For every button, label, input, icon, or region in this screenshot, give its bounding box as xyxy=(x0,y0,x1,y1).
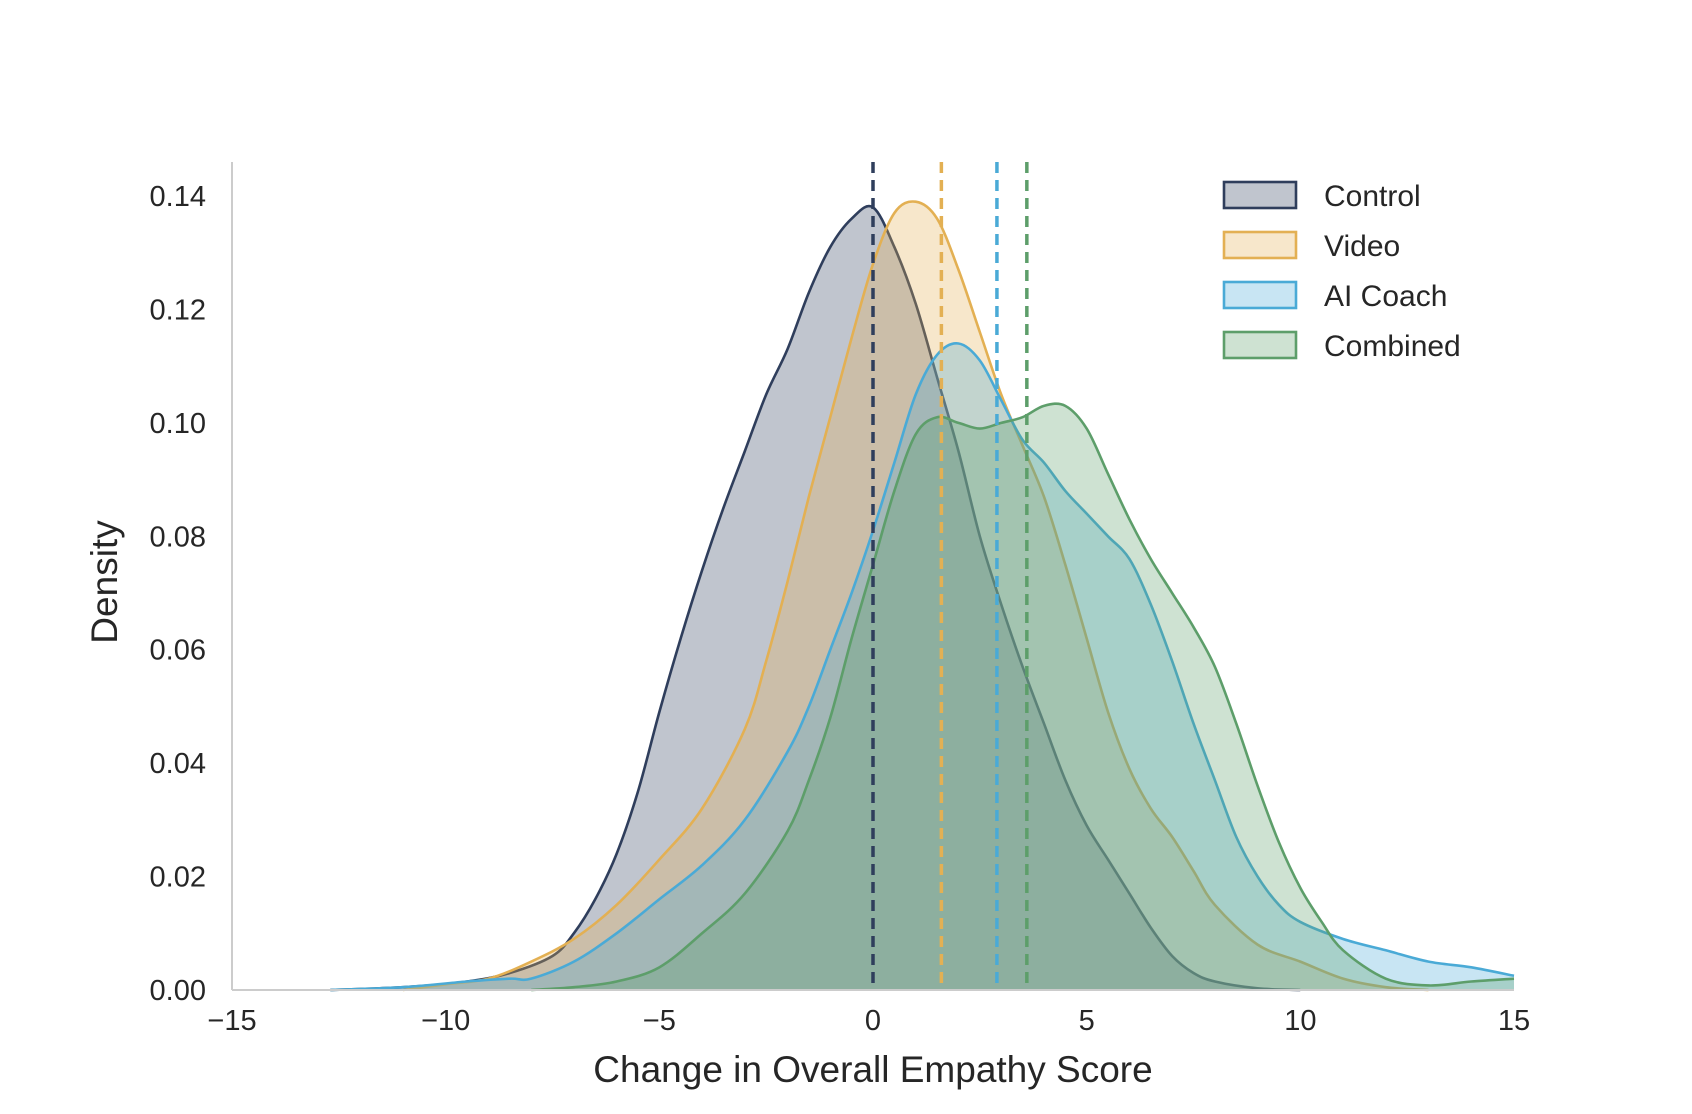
legend: Control Video AI Coach Combined xyxy=(1222,180,1461,363)
density-area-control xyxy=(330,206,1301,991)
density-line-ai-coach xyxy=(330,342,1515,992)
axes: −15 −10 −5 0 5 10 15 0.00 0.02 0.04 0.06 0.08 0.10 0.… xyxy=(150,162,1530,1037)
y-tick-label: 0.08 xyxy=(150,521,206,553)
legend-swatch-ai-coach xyxy=(1222,280,1298,310)
legend-swatch-combined xyxy=(1222,330,1298,360)
y-tick-label: 0.06 xyxy=(150,635,206,667)
legend-swatch-video xyxy=(1222,230,1298,260)
x-tick-label: −5 xyxy=(643,1005,676,1037)
legend-label-combined: Combined xyxy=(1324,330,1461,363)
density-line-control xyxy=(330,204,1301,992)
y-tick-label: 0.00 xyxy=(150,975,206,1007)
mean-lines xyxy=(871,162,1029,990)
y-tick-label: 0.14 xyxy=(150,181,206,213)
legend-swatch-control xyxy=(1222,180,1298,210)
legend-label-ai-coach: AI Coach xyxy=(1324,280,1447,313)
x-tick-label: −15 xyxy=(207,1005,256,1037)
y-axis-label: Density xyxy=(84,520,125,644)
density-area-video xyxy=(402,201,1429,990)
x-tick-label: 10 xyxy=(1284,1005,1316,1037)
x-tick-label: −10 xyxy=(421,1005,470,1037)
legend-label-control: Control xyxy=(1324,180,1421,213)
y-tick-label: 0.04 xyxy=(150,748,206,780)
x-tick-label: 15 xyxy=(1498,1005,1530,1037)
x-tick-label: 0 xyxy=(865,1005,881,1037)
y-tick-label: 0.02 xyxy=(150,862,206,894)
density-line-video xyxy=(402,200,1429,992)
density-area-ai-coach xyxy=(330,343,1514,991)
density-areas xyxy=(330,200,1515,992)
x-tick-label: 5 xyxy=(1079,1005,1095,1037)
y-tick-label: 0.10 xyxy=(150,408,206,440)
y-tick-label: 0.12 xyxy=(150,294,206,326)
density-line-combined xyxy=(531,402,1515,992)
x-axis-label: Change in Overall Empathy Score xyxy=(593,1049,1152,1090)
density-area-combined xyxy=(531,403,1514,990)
legend-label-video: Video xyxy=(1324,230,1400,263)
